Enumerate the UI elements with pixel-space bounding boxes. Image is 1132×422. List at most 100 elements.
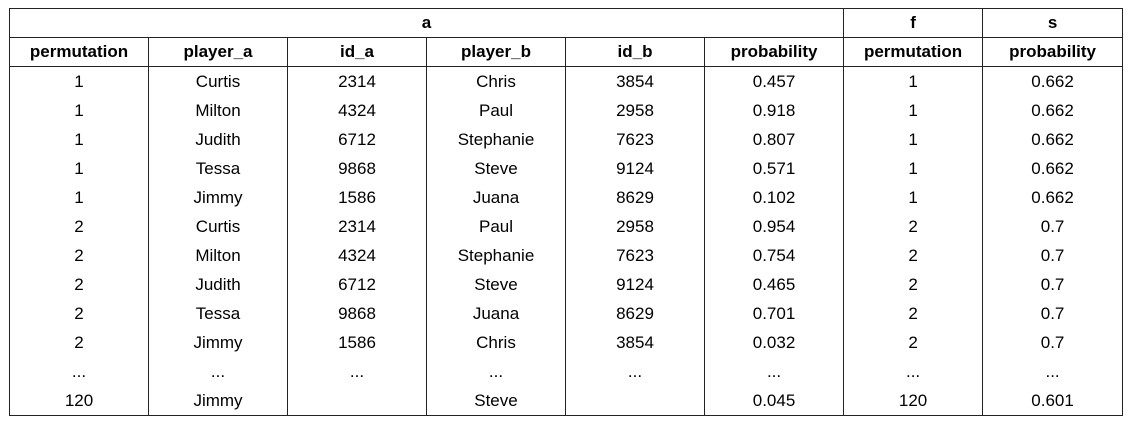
table-cell: 2 [843,212,984,241]
table-cell: 0.662 [982,154,1124,183]
table-cell: Jimmy [148,183,288,212]
column-header: probability [703,37,845,67]
table-cell: 2 [843,270,984,299]
table-cell: 7623 [565,125,705,154]
table-cell: Stephanie [426,125,566,154]
table-cell [565,386,705,416]
table-row: 1 Tessa 9868 Steve 9124 0.571 1 0.662 [9,154,1124,183]
table-cell: 2 [843,328,984,357]
table-cell: Paul [426,96,566,125]
table-cell: Milton [148,241,288,270]
table-cell: 0.754 [703,241,845,270]
table-cell: 2314 [287,66,427,96]
table-cell: 120 [9,386,149,416]
table-cell: ... [843,357,984,386]
table-cell: 2 [9,328,149,357]
table-cell: 2 [9,299,149,328]
table-cell: Tessa [148,299,288,328]
table-row: 120 Jimmy Steve 0.045 120 0.601 [9,386,1124,416]
table-cell: 2 [9,270,149,299]
table-cell: 0.045 [703,386,845,416]
table-cell: 1 [843,96,984,125]
table-cell: 2958 [565,96,705,125]
table-cell: 0.701 [703,299,845,328]
table-cell: Steve [426,270,566,299]
table-cell: 2 [9,241,149,270]
table-cell: 1 [9,66,149,96]
table-cell: 6712 [287,125,427,154]
table-cell: Judith [148,270,288,299]
table-row: 1 Curtis 2314 Chris 3854 0.457 1 0.662 [9,66,1124,96]
table-cell: 1 [843,125,984,154]
table-cell: Curtis [148,66,288,96]
group-header-a: a [8,8,845,38]
table-cell: 0.662 [982,66,1124,96]
column-header: probability [982,37,1124,67]
table-cell: ... [426,357,566,386]
table-cell: 0.7 [982,241,1124,270]
table-cell: 2314 [287,212,427,241]
table-cell: 1 [9,154,149,183]
table-cell: 0.032 [703,328,845,357]
table-cell: 4324 [287,241,427,270]
table-cell: 0.662 [982,96,1124,125]
table-row: 2 Judith 6712 Steve 9124 0.465 2 0.7 [9,270,1124,299]
column-header: id_b [565,37,705,67]
table-cell: 0.662 [982,125,1124,154]
table-cell: 0.662 [982,183,1124,212]
table-cell: ... [703,357,845,386]
group-header-s: s [982,8,1124,38]
table-cell: Curtis [148,212,288,241]
table-cell: Jimmy [148,386,288,416]
table-cell: Judith [148,125,288,154]
table-cell: ... [982,357,1124,386]
table-cell: 0.465 [703,270,845,299]
table-cell: 1 [843,183,984,212]
table-cell: 4324 [287,96,427,125]
table-cell: 1 [9,183,149,212]
table-cell: 0.102 [703,183,845,212]
table-row: 2 Tessa 9868 Juana 8629 0.701 2 0.7 [9,299,1124,328]
table-cell: 3854 [565,66,705,96]
table-cell: 1 [843,154,984,183]
table-cell: 9124 [565,270,705,299]
table-row: 1 Judith 6712 Stephanie 7623 0.807 1 0.662 [9,125,1124,154]
table-cell: ... [148,357,288,386]
table-cell [287,386,427,416]
table-cell: ... [287,357,427,386]
table-cell: 0.954 [703,212,845,241]
table-cell: 1 [843,66,984,96]
table-cell: Chris [426,328,566,357]
table-cell: 6712 [287,270,427,299]
table-cell: 8629 [565,183,705,212]
data-table: a f s permutation player_a id_a player_b… [8,8,1124,416]
table-cell: 0.7 [982,270,1124,299]
group-header-f: f [843,8,984,38]
table-cell: 0.601 [982,386,1124,416]
table-row: 2 Curtis 2314 Paul 2958 0.954 2 0.7 [9,212,1124,241]
table-cell: 1586 [287,328,427,357]
table-cell: 0.807 [703,125,845,154]
table-cell: 0.457 [703,66,845,96]
column-header: permutation [843,37,984,67]
table-cell: 2958 [565,212,705,241]
group-header-row: a f s [8,8,1124,38]
table-cell: 2 [9,212,149,241]
table-cell: ... [9,357,149,386]
table-row: 2 Jimmy 1586 Chris 3854 0.032 2 0.7 [9,328,1124,357]
table-cell: 0.7 [982,299,1124,328]
table-cell: 9124 [565,154,705,183]
table-cell: Steve [426,154,566,183]
table-cell: 7623 [565,241,705,270]
table-cell: 0.918 [703,96,845,125]
table-cell: 120 [843,386,984,416]
table-row: ........................ [9,357,1124,386]
column-header: player_a [148,37,288,67]
table-cell: 1586 [287,183,427,212]
table-cell: 2 [843,241,984,270]
column-header: permutation [9,37,149,67]
table-cell: Paul [426,212,566,241]
table-cell: 0.7 [982,328,1124,357]
table-cell: Chris [426,66,566,96]
table-cell: Stephanie [426,241,566,270]
